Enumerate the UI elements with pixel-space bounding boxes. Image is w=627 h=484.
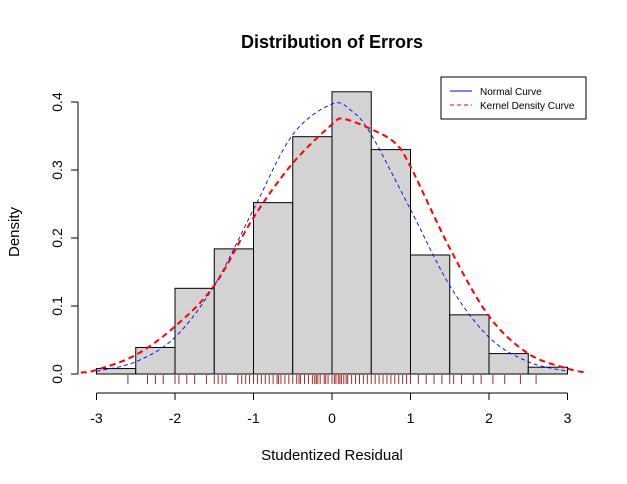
- x-tick-label: 3: [564, 410, 572, 426]
- y-tick-label: 0.0: [49, 364, 65, 384]
- y-tick-label: 0.2: [49, 228, 65, 248]
- density-curves: [80, 102, 588, 374]
- legend-box: [440, 76, 587, 120]
- y-axis: 0.0 0.1 0.2 0.3 0.4: [49, 92, 79, 384]
- y-tick-label: 0.4: [49, 92, 65, 112]
- chart-title: Distribution of Errors: [241, 32, 423, 52]
- histogram-bar: [370, 149, 411, 375]
- histogram-bars: [96, 91, 568, 375]
- histogram-bar: [449, 314, 490, 375]
- legend-normal-label: Normal Curve: [480, 87, 542, 98]
- x-axis-label: Studentized Residual: [261, 447, 403, 464]
- kernel-density-line: [80, 117, 588, 374]
- histogram-bar: [253, 202, 294, 375]
- histogram-bar: [488, 353, 529, 375]
- histogram-bar: [292, 136, 333, 375]
- y-axis-label: Density: [6, 206, 23, 257]
- histogram-bar: [174, 287, 215, 375]
- x-tick-label: -3: [90, 410, 103, 426]
- x-tick-label: 1: [407, 410, 415, 426]
- legend: Normal Curve Kernel Density Curve: [440, 76, 587, 120]
- x-tick-label: 2: [485, 410, 493, 426]
- x-tick-label: 0: [328, 410, 336, 426]
- histogram-bar: [527, 366, 568, 375]
- histogram-bar: [410, 254, 451, 375]
- x-tick-label: -1: [247, 410, 260, 426]
- legend-kernel-label: Kernel Density Curve: [480, 101, 575, 112]
- rug-marks: [127, 375, 537, 384]
- histogram-bar: [213, 248, 254, 375]
- normal-curve-line: [96, 102, 568, 372]
- histogram-bar: [331, 91, 372, 375]
- histogram-bar: [96, 368, 137, 375]
- x-axis: -3 -2 -1 0 1 2 3: [90, 392, 572, 426]
- y-tick-label: 0.1: [49, 296, 65, 316]
- x-tick-label: -2: [169, 410, 182, 426]
- y-tick-label: 0.3: [49, 160, 65, 180]
